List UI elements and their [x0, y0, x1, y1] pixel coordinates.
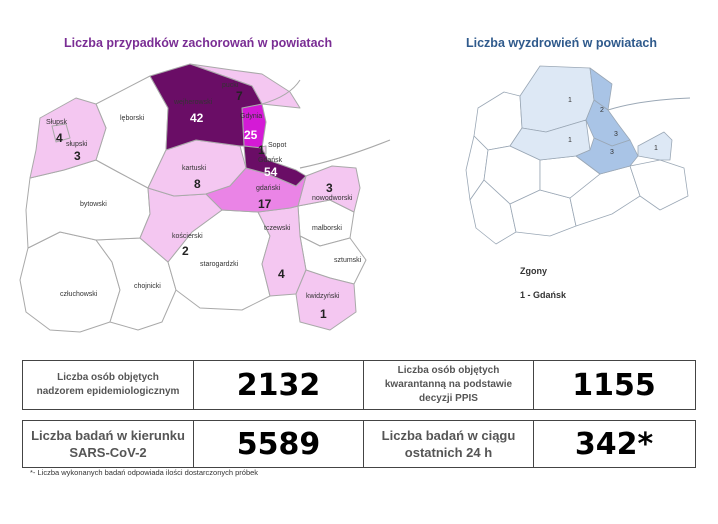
stat-label-tests-24h: Liczba badań w ciągu ostatnich 24 h [363, 421, 533, 467]
cases-map-title: Liczba przypadków zachorowań w powiatach [64, 36, 333, 50]
count-slupski: 3 [74, 149, 81, 163]
label-starogardzki: starogardzki [200, 261, 239, 268]
count-pucki: 7 [236, 89, 243, 103]
r-value-pucki: 2 [600, 107, 604, 114]
stats-row-2: Liczba badań w kierunku SARS-CoV-2 5589 … [22, 420, 696, 468]
r-value-gdansk: 3 [614, 131, 618, 138]
stats-row-1: Liczba osób objętych nadzorem epidemiolo… [22, 360, 696, 410]
recoveries-map-title: Liczba wyzdrowień w powiatach [466, 36, 658, 50]
label-bytowski: bytowski [80, 201, 107, 208]
stat-label-tests: Liczba badań w kierunku SARS-CoV-2 [31, 428, 185, 460]
deaths-title: Zgony [520, 266, 547, 276]
count-koscierski: 2 [182, 244, 189, 258]
stat-label-surveillance: Liczba osób objętych nadzorem epidemiolo… [36, 372, 180, 397]
label-slupsk: Słupsk [46, 119, 68, 126]
label-kartuski: kartuski [182, 165, 207, 172]
label-slupski: słupski [66, 141, 88, 148]
county-slupsk[interactable] [51, 123, 71, 143]
deaths-panel: Zgony 1 - Gdańsk [520, 266, 566, 314]
r-coast-line [607, 97, 691, 111]
count-tczewski: 4 [278, 267, 285, 281]
label-gdansk: Gdańsk [258, 157, 283, 164]
label-koscierski: kościerski [172, 233, 203, 240]
count-gdanski: 17 [258, 197, 272, 211]
label-leborski: lęborski [120, 115, 145, 122]
r-value-kartuski: 1 [568, 137, 572, 144]
deaths-entry: 1 - Gdańsk [520, 290, 567, 300]
label-malborski: malborski [312, 225, 342, 232]
county-kwidzynski[interactable] [295, 269, 357, 331]
count-kwidzynski: 1 [320, 307, 327, 321]
label-gdanski: gdański [256, 185, 281, 192]
r-value-wejherowski: 1 [568, 97, 572, 104]
count-nowodworski: 3 [326, 181, 333, 195]
count-sopot: 1 [258, 143, 265, 157]
r-value-nowodworski: 1 [654, 145, 658, 152]
r-value-gdanski: 3 [610, 149, 614, 156]
label-gdynia: Gdynia [240, 113, 262, 120]
stat-label-quarantine: Liczba osób objętych kwarantanną na pods… [363, 361, 533, 409]
count-gdynia: 25 [244, 128, 258, 142]
stat-value-tests: 5589 [193, 421, 363, 467]
footnote: *- Liczba wykonanych badań odpowiada ilo… [30, 468, 259, 477]
label-nowodworski: nowodworski [312, 195, 353, 202]
stat-value-surveillance: 2132 [193, 361, 363, 409]
label-wejherowski: wejherowski [173, 99, 213, 106]
label-tczewski: tczewski [264, 225, 291, 232]
stat-value-quarantine: 1155 [533, 361, 694, 409]
county-nowodworski[interactable] [297, 165, 361, 213]
vistula-spit-line [299, 139, 391, 169]
count-gdansk: 54 [264, 165, 278, 179]
label-sopot: Sopot [268, 142, 286, 149]
label-pucki: pucki [222, 82, 239, 89]
count-slupsk: 4 [56, 131, 63, 145]
label-kwidzynski: kwidzyński [306, 293, 340, 300]
count-wejherowski: 42 [190, 111, 204, 125]
label-czluchowski: człuchowski [60, 291, 98, 298]
county-gdansk[interactable] [243, 145, 307, 187]
r-county-7[interactable] [629, 159, 689, 211]
count-kartuski: 8 [194, 177, 201, 191]
label-chojnicki: chojnicki [134, 283, 161, 290]
label-sztumski: sztumski [334, 257, 362, 264]
stat-value-tests-24h: 342* [533, 421, 694, 467]
r-county-nowodworski[interactable] [637, 131, 673, 161]
